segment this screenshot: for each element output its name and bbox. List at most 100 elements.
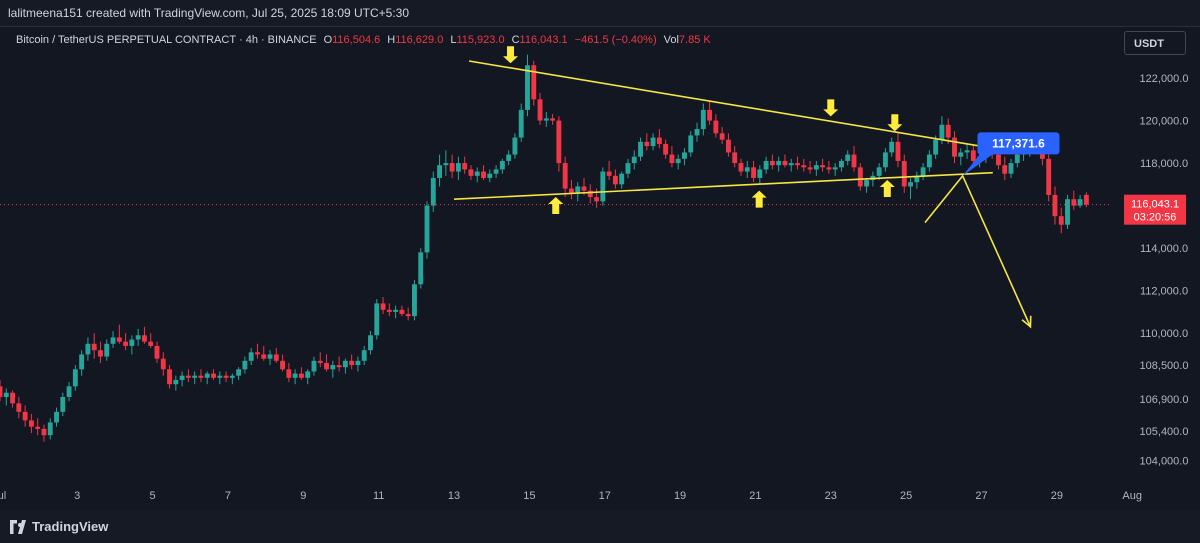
candle-body	[110, 337, 116, 344]
candle-body	[631, 156, 637, 164]
candle-body	[198, 375, 204, 378]
candle-body	[342, 360, 348, 368]
y-tick-label: 120,000.0	[1140, 116, 1189, 128]
tradingview-logo-icon[interactable]	[10, 520, 28, 534]
candle-countdown-label: 03:20:56	[1134, 212, 1177, 224]
candle-body	[562, 163, 568, 189]
candle-body	[405, 314, 411, 317]
support-trendline[interactable]	[453, 171, 993, 201]
candle-body	[826, 167, 832, 170]
footer-bar: TradingView	[0, 510, 1200, 543]
candle-body	[845, 154, 851, 161]
candle-body	[864, 180, 870, 187]
candle-body	[537, 99, 543, 121]
candle-body	[839, 160, 844, 168]
candle-body	[569, 188, 574, 193]
candle-body	[751, 167, 756, 178]
projection-path[interactable]	[924, 174, 1032, 328]
candle-body	[355, 360, 361, 366]
candle-body	[298, 373, 304, 378]
open-value: 116,504.6	[332, 34, 381, 46]
x-tick-label: 13	[448, 490, 460, 502]
candle-body	[920, 167, 926, 176]
candle-body	[10, 392, 15, 404]
candle-body	[581, 186, 587, 191]
candle-body	[412, 284, 417, 317]
candle-body	[638, 141, 643, 157]
resistance-trendline[interactable]	[468, 60, 993, 149]
y-tick-label: 112,000.0	[1140, 286, 1188, 298]
candle-body	[468, 169, 474, 176]
chart-panel[interactable]: 117,371.6 122,000.0 120,000.0 118,000.0 114,…	[0, 26, 1200, 510]
candle-body	[644, 141, 650, 147]
candle-body	[820, 165, 826, 168]
candle-body	[952, 137, 957, 157]
candle-body	[901, 160, 907, 187]
candle-body	[782, 160, 788, 166]
projection-arrowhead	[1021, 315, 1032, 329]
tradingview-brand[interactable]: TradingView	[32, 519, 109, 534]
candle-body	[305, 371, 311, 378]
candle-body	[317, 360, 323, 363]
candle-body	[612, 175, 618, 185]
exchange-label: BINANCE	[267, 34, 317, 46]
change-value: −461.5 (−0.40%)	[574, 34, 657, 46]
low-label: L	[450, 34, 457, 46]
price-chart[interactable]: 117,371.6 122,000.0 120,000.0 118,000.0 114,…	[0, 27, 1200, 510]
candle-body	[1083, 194, 1089, 205]
candle-body	[85, 343, 91, 355]
candle-body	[889, 141, 895, 153]
candle-body	[908, 182, 913, 187]
symbol-title[interactable]: Bitcoin / TetherUS PERPETUAL CONTRACT	[16, 34, 237, 46]
candle-body	[713, 120, 719, 134]
high-value: 116,629.0	[395, 34, 444, 46]
x-tick-label: Aug	[1122, 490, 1142, 502]
callout-pointer	[962, 152, 996, 176]
candle-body	[160, 358, 166, 370]
candle-body	[324, 362, 329, 370]
candle-body	[1002, 165, 1008, 174]
candle-body	[430, 177, 436, 206]
y-tick-label: 122,000.0	[1140, 73, 1189, 85]
high-label: H	[387, 34, 396, 46]
x-tick-label: 23	[825, 490, 837, 502]
candle-body	[204, 373, 210, 378]
candle-body	[123, 341, 129, 346]
candle-body	[895, 141, 901, 161]
candle-body	[28, 420, 34, 427]
candle-body	[487, 173, 493, 178]
y-tick-label: 105,400.0	[1140, 426, 1189, 438]
candle-body	[66, 386, 72, 397]
candle-body	[399, 309, 405, 315]
callout-box[interactable]	[977, 132, 1060, 155]
candle-body	[801, 165, 807, 168]
candle-body	[738, 163, 744, 172]
candle-body	[41, 428, 47, 436]
up-arrow-marker	[548, 196, 564, 214]
interval-label[interactable]: 4h	[245, 34, 258, 46]
candle-body	[926, 154, 932, 168]
x-tick-label: 27	[975, 490, 987, 502]
candle-body	[424, 205, 430, 253]
candle-body	[945, 124, 951, 138]
ohlc-legend: Bitcoin / TetherUS PERPETUAL CONTRACT · 4h…	[16, 34, 711, 46]
candle-body	[286, 369, 292, 378]
x-tick-label: 15	[523, 490, 535, 502]
candle-body	[248, 352, 254, 361]
down-arrow-marker	[823, 99, 839, 117]
credit-text: lalitmeena151 created with TradingView.c…	[8, 6, 410, 20]
currency-button[interactable]: USDT	[1124, 31, 1186, 55]
x-tick-label: 3	[74, 490, 80, 502]
candle-body	[267, 354, 273, 359]
candle-body	[518, 109, 524, 138]
candle-body	[788, 163, 794, 166]
candle-body	[933, 139, 939, 155]
candle-body	[725, 139, 731, 153]
candle-body	[682, 152, 687, 159]
candle-body	[958, 152, 964, 157]
candle-body	[223, 375, 229, 378]
x-tick-label: ul	[0, 490, 6, 502]
current-price-label: 116,043.1	[1131, 199, 1179, 211]
candle-body	[386, 309, 392, 312]
candle-body	[493, 169, 499, 174]
